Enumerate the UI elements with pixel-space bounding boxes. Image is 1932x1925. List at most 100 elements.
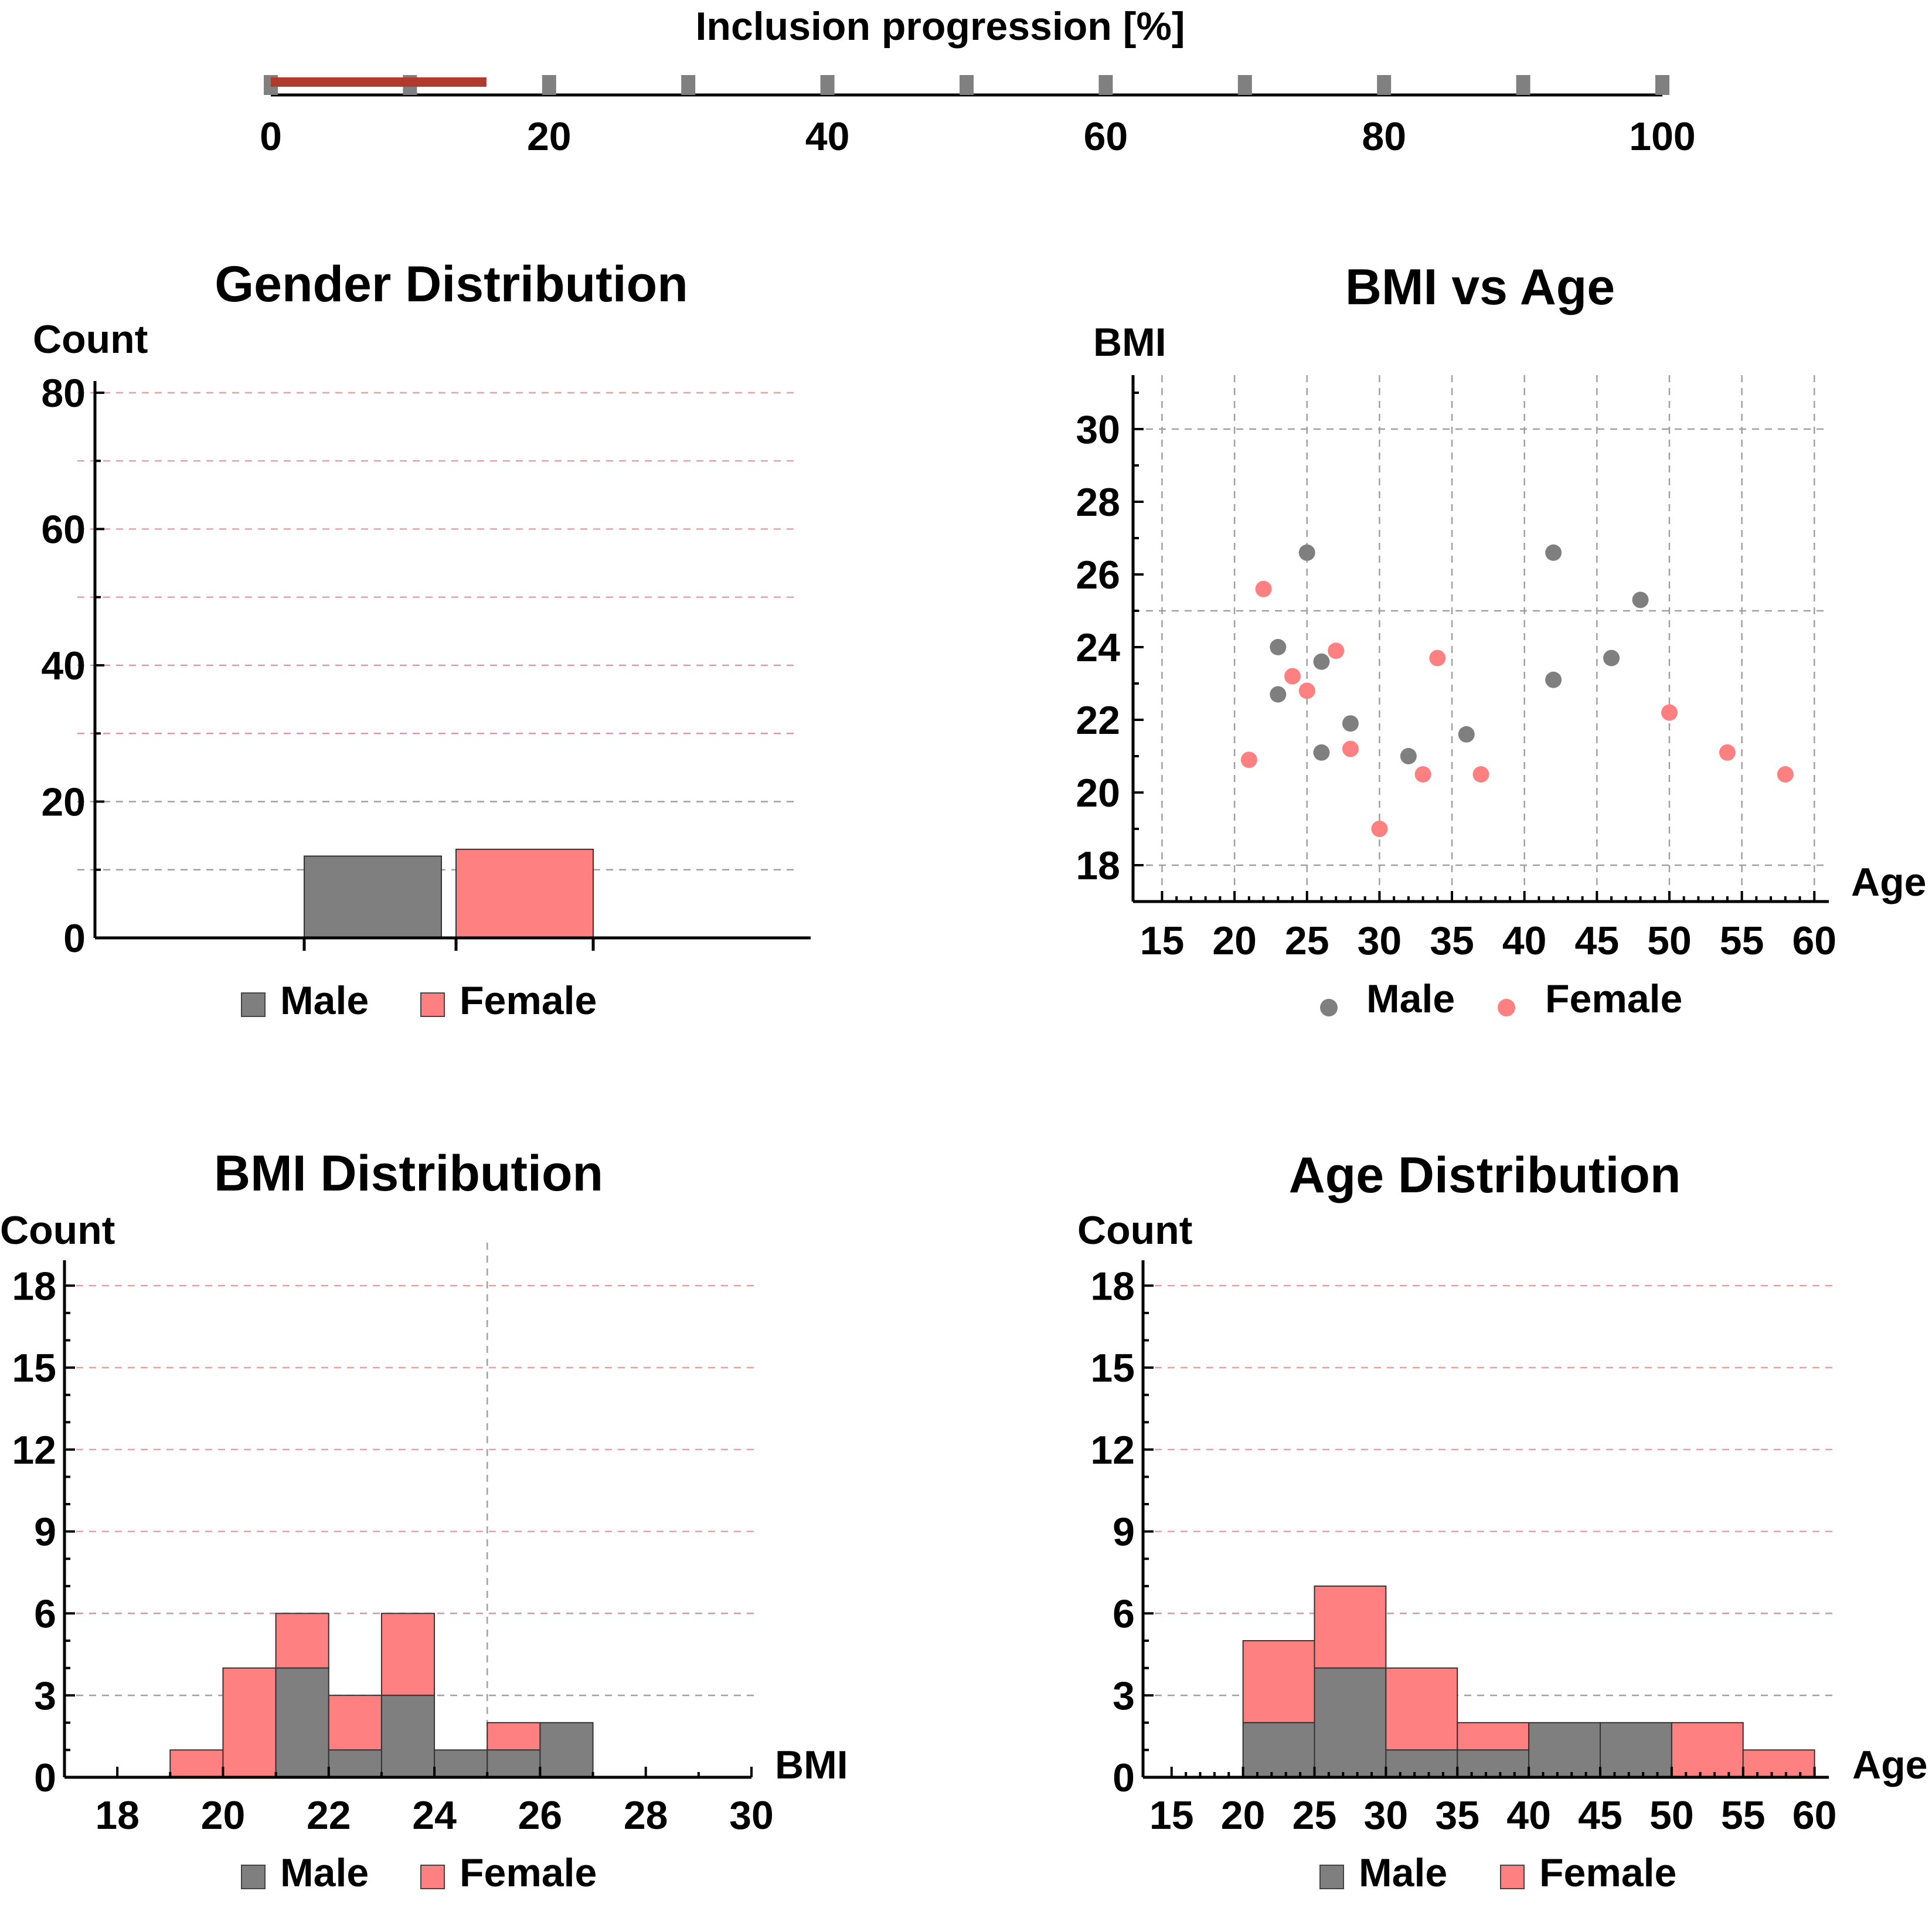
bar-female xyxy=(275,1613,329,1669)
x-tick-label: 30 xyxy=(1364,1793,1409,1838)
bar-male xyxy=(1600,1722,1672,1778)
legend-male-label: Male xyxy=(1359,1851,1447,1895)
x-tick-label: 28 xyxy=(624,1793,668,1838)
point-male xyxy=(1270,686,1287,703)
y-tick-label: 18 xyxy=(1076,844,1120,888)
bar-male xyxy=(434,1749,488,1778)
point-female xyxy=(1472,766,1489,783)
y-tick-label: 26 xyxy=(1076,553,1120,597)
y-tick-label: 0 xyxy=(63,916,86,961)
y-tick-label: 60 xyxy=(41,508,86,552)
y-tick-label: 30 xyxy=(1076,407,1120,452)
bar-male xyxy=(380,1695,436,1778)
point-female xyxy=(1719,744,1736,761)
progress-tick-label: 0 xyxy=(260,114,282,159)
y-tick-label: 40 xyxy=(41,644,86,688)
x-tick-label: 35 xyxy=(1435,1793,1479,1838)
point-male xyxy=(1400,748,1417,764)
x-tick-label: 18 xyxy=(95,1793,140,1838)
bmi-vs-age-chart: BMI vs Age BMI Age 18 20 22 24 26 28 30 15 20 25 30 35… xyxy=(1076,259,1926,1021)
x-tick-label: 40 xyxy=(1506,1793,1551,1838)
legend-female-swatch xyxy=(420,992,445,1017)
y-tick-label: 20 xyxy=(1076,771,1120,815)
y-tick-label: 3 xyxy=(1113,1674,1135,1718)
x-tick-label: 55 xyxy=(1721,1793,1766,1838)
point-female xyxy=(1255,580,1272,597)
y-tick-label: 20 xyxy=(41,780,86,825)
y-tick-label: 15 xyxy=(12,1346,56,1390)
x-axis-label: Age xyxy=(1851,860,1926,904)
point-female xyxy=(1298,682,1315,699)
x-tick-label: 15 xyxy=(1149,1793,1194,1838)
bar-male xyxy=(1457,1749,1530,1778)
legend-female-label: Female xyxy=(460,978,597,1023)
x-tick-label: 26 xyxy=(518,1793,563,1838)
legend-female-label: Female xyxy=(460,1851,597,1895)
x-tick-label: 50 xyxy=(1649,1793,1694,1838)
chart-title: Age Distribution xyxy=(1289,1147,1681,1203)
point-female xyxy=(1284,668,1301,685)
bar-female xyxy=(1742,1749,1815,1778)
y-tick-label: 24 xyxy=(1076,625,1120,670)
bar-male xyxy=(1314,1667,1387,1778)
bar-female xyxy=(455,848,594,938)
progress-tick-marker xyxy=(1516,75,1530,95)
x-tick-label: 22 xyxy=(307,1793,351,1838)
x-tick-label: 35 xyxy=(1430,919,1474,963)
progress-title: Inclusion progression [%] xyxy=(696,4,1185,49)
bar-female xyxy=(169,1749,224,1778)
x-tick-label: 60 xyxy=(1792,1793,1837,1838)
y-tick-label: 22 xyxy=(1076,698,1120,743)
bar-female xyxy=(1671,1722,1744,1778)
bar-female xyxy=(487,1722,541,1751)
y-axis-label: BMI xyxy=(1093,320,1166,365)
bar-female xyxy=(1242,1640,1315,1723)
x-tick-label: 55 xyxy=(1720,919,1764,963)
point-female xyxy=(1661,704,1678,721)
progress-fill-bar xyxy=(271,77,487,87)
chart-title: BMI vs Age xyxy=(1345,259,1615,315)
point-female xyxy=(1342,740,1359,757)
progress-tick-label: 100 xyxy=(1629,114,1695,159)
legend-male-swatch xyxy=(1320,999,1338,1016)
point-female xyxy=(1328,642,1345,659)
point-male xyxy=(1545,544,1562,561)
y-axis-label: Count xyxy=(0,1208,115,1253)
point-male xyxy=(1313,653,1330,670)
gender-distribution-chart: Gender Distribution Count 0 20 40 60 80 Male Fem… xyxy=(33,256,811,1023)
legend-male-swatch xyxy=(241,1865,266,1889)
y-tick-label: 12 xyxy=(12,1428,56,1472)
y-tick-label: 6 xyxy=(34,1591,56,1636)
x-tick-label: 20 xyxy=(1221,1793,1266,1838)
x-tick-label: 25 xyxy=(1285,919,1329,963)
x-tick-label: 15 xyxy=(1140,919,1185,963)
y-tick-label: 15 xyxy=(1090,1346,1135,1390)
bar-female xyxy=(328,1695,382,1751)
x-tick-label: 24 xyxy=(412,1793,457,1838)
y-tick-label: 12 xyxy=(1090,1428,1135,1472)
legend-female-swatch xyxy=(420,1865,445,1889)
x-tick-label: 60 xyxy=(1792,919,1836,963)
x-axis-label: Age xyxy=(1852,1743,1927,1787)
y-tick-label: 0 xyxy=(34,1756,56,1800)
point-male xyxy=(1313,744,1330,761)
bar-male xyxy=(539,1722,594,1778)
x-tick-label: 45 xyxy=(1578,1793,1623,1838)
y-tick-label: 18 xyxy=(12,1264,56,1308)
y-tick-label: 0 xyxy=(1113,1756,1135,1800)
y-axis-label: Count xyxy=(1077,1208,1192,1253)
y-tick-label: 80 xyxy=(41,371,86,416)
age-distribution-chart: Age Distribution Count Age 0 3 6 9 12 15 18 15 20 25… xyxy=(1077,1147,1927,1895)
point-female xyxy=(1429,649,1446,666)
bar-male xyxy=(275,1667,329,1778)
point-male xyxy=(1603,649,1620,666)
x-tick-label: 30 xyxy=(729,1793,774,1838)
legend-male-label: Male xyxy=(1366,977,1455,1021)
bar-male xyxy=(1242,1722,1315,1778)
legend-male-swatch xyxy=(1319,1865,1344,1889)
progress-tick-marker xyxy=(542,75,556,95)
bar-male xyxy=(1385,1749,1458,1778)
point-male xyxy=(1458,726,1475,743)
bar-female xyxy=(1385,1667,1458,1751)
x-tick-label: 20 xyxy=(201,1793,246,1838)
